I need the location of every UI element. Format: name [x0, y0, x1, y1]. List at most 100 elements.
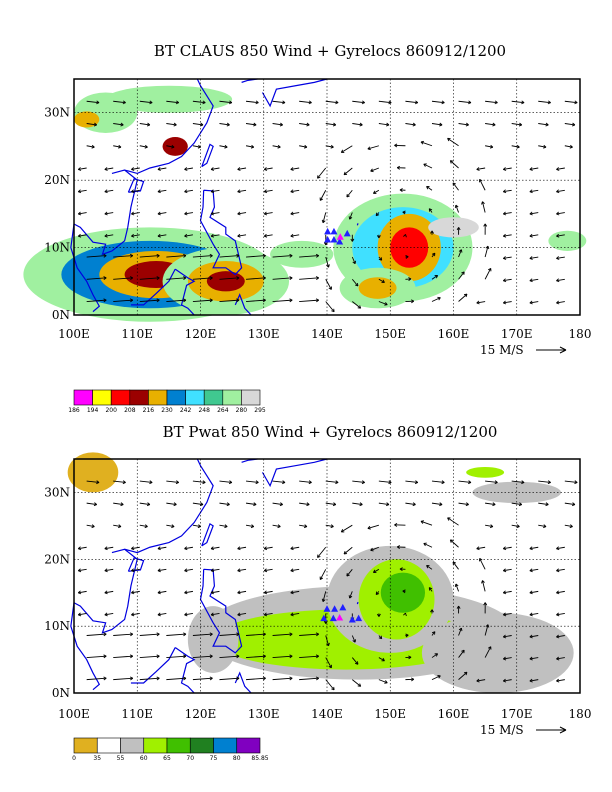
wind-arrowhead: [200, 502, 204, 507]
wind-arrow: [556, 278, 565, 282]
coastline-segment: [70, 602, 101, 691]
cloud-region: [74, 111, 100, 128]
wind-arrow: [447, 517, 459, 526]
wind-arrow: [299, 100, 312, 104]
wind-arrow: [450, 539, 459, 548]
wind-arrow: [219, 299, 240, 302]
longitude-label: 120E: [185, 327, 217, 341]
wind-arrowhead: [253, 122, 257, 127]
wind-arrowhead: [209, 253, 213, 258]
longitude-label: 150E: [374, 327, 406, 341]
colorbar-swatch: [236, 737, 261, 754]
wind-arrowhead: [290, 546, 294, 551]
wind-arrow: [431, 480, 445, 483]
wind-arrowhead: [323, 242, 328, 246]
wind-arrowhead: [447, 517, 451, 521]
gyre-marker: [320, 614, 328, 622]
wind-arrowhead: [441, 100, 445, 105]
wind-arrowhead: [502, 634, 507, 639]
wind-arrowhead: [370, 168, 374, 173]
longitude-label: 100E: [58, 327, 90, 341]
wind-arrowhead: [328, 664, 332, 669]
wind-arrowhead: [263, 546, 268, 551]
wind-arrowhead: [476, 546, 480, 551]
wind-arrowhead: [146, 502, 151, 507]
wind-arrow: [157, 546, 167, 550]
wind-arrowhead: [184, 546, 188, 551]
wind-arrowhead: [144, 524, 148, 529]
wind-arrowhead: [489, 144, 494, 149]
wind-arrow: [86, 677, 107, 681]
gyre-center-marker: [336, 233, 344, 240]
wind-arrowhead: [171, 524, 175, 529]
wind-arrow: [367, 145, 379, 150]
wind-arrow: [564, 100, 578, 104]
wind-arrowhead: [367, 146, 371, 151]
longitude-label: 170E: [501, 707, 533, 721]
wind-arrow: [370, 167, 380, 172]
wind-arrowhead: [556, 612, 560, 617]
wind-arrow: [299, 677, 319, 681]
wind-arrowhead: [547, 100, 551, 105]
wind-arrow: [113, 502, 124, 505]
wind-arrow: [346, 189, 353, 198]
cloud-top-shading: [23, 85, 587, 322]
wind-arrow: [184, 612, 193, 616]
wind-arrow: [378, 502, 390, 505]
wind-arrowhead: [502, 211, 507, 216]
wind-arrowhead: [282, 480, 286, 485]
wind-arrowhead: [529, 256, 533, 260]
wind-arrowhead: [465, 502, 469, 507]
wind-arrowhead: [529, 233, 533, 238]
wind-arrowhead: [129, 253, 134, 258]
wind-arrowhead: [543, 144, 547, 149]
wind-arrow: [166, 633, 186, 636]
wind-arrow: [431, 297, 441, 302]
wind-arrowhead: [384, 680, 388, 684]
wind-arrow: [420, 141, 433, 147]
wind-arrow: [219, 677, 240, 681]
wind-arrowhead: [502, 189, 507, 194]
wind-arrow: [245, 480, 259, 483]
wind-arrowhead: [346, 573, 350, 577]
wind-arrow: [299, 633, 319, 636]
wind-arrowhead: [354, 282, 359, 287]
wind-arrowhead: [434, 653, 439, 657]
wind-arrowhead: [529, 612, 533, 617]
wind-arrow: [86, 633, 107, 636]
panel-claus: BT CLAUS 850 Wind + Gyrelocs 860912/1200…: [23, 42, 591, 414]
wind-arrowhead: [376, 613, 381, 617]
wind-arrowhead: [426, 565, 430, 569]
wind-arrow: [211, 212, 220, 215]
wind-arrowhead: [518, 122, 523, 127]
wind-arrowhead: [405, 255, 409, 259]
wind-arrowhead: [236, 632, 240, 637]
wind-arrow: [351, 256, 356, 264]
wind-arrowhead: [131, 612, 135, 617]
wind-arrow: [264, 212, 273, 215]
coastline-segment: [261, 458, 328, 488]
wind-arrowhead: [228, 480, 233, 485]
wind-arrowhead: [255, 480, 259, 485]
wind-arrow: [131, 189, 140, 193]
wind-arrowhead: [149, 480, 153, 485]
wind-arrow: [349, 212, 353, 220]
wind-arrow: [246, 299, 266, 302]
wind-arrowhead: [315, 632, 320, 637]
wind-arrowhead: [317, 175, 321, 179]
wind-arrowhead: [236, 298, 240, 303]
wind-arrowhead: [255, 100, 259, 105]
wind-arrow: [184, 212, 193, 215]
wind-arrow: [378, 679, 388, 684]
wind-arrowhead: [574, 100, 578, 105]
wind-arrowhead: [502, 656, 507, 661]
wind-arrow: [299, 299, 319, 302]
wind-arrowhead: [373, 569, 377, 573]
wind-arrowhead: [149, 100, 153, 105]
colorbar-swatch: [73, 389, 93, 406]
wind-arrowhead: [77, 612, 82, 617]
longitude-label: 140E: [311, 327, 343, 341]
wind-arrow: [272, 655, 293, 659]
wind-arrow: [556, 167, 565, 170]
